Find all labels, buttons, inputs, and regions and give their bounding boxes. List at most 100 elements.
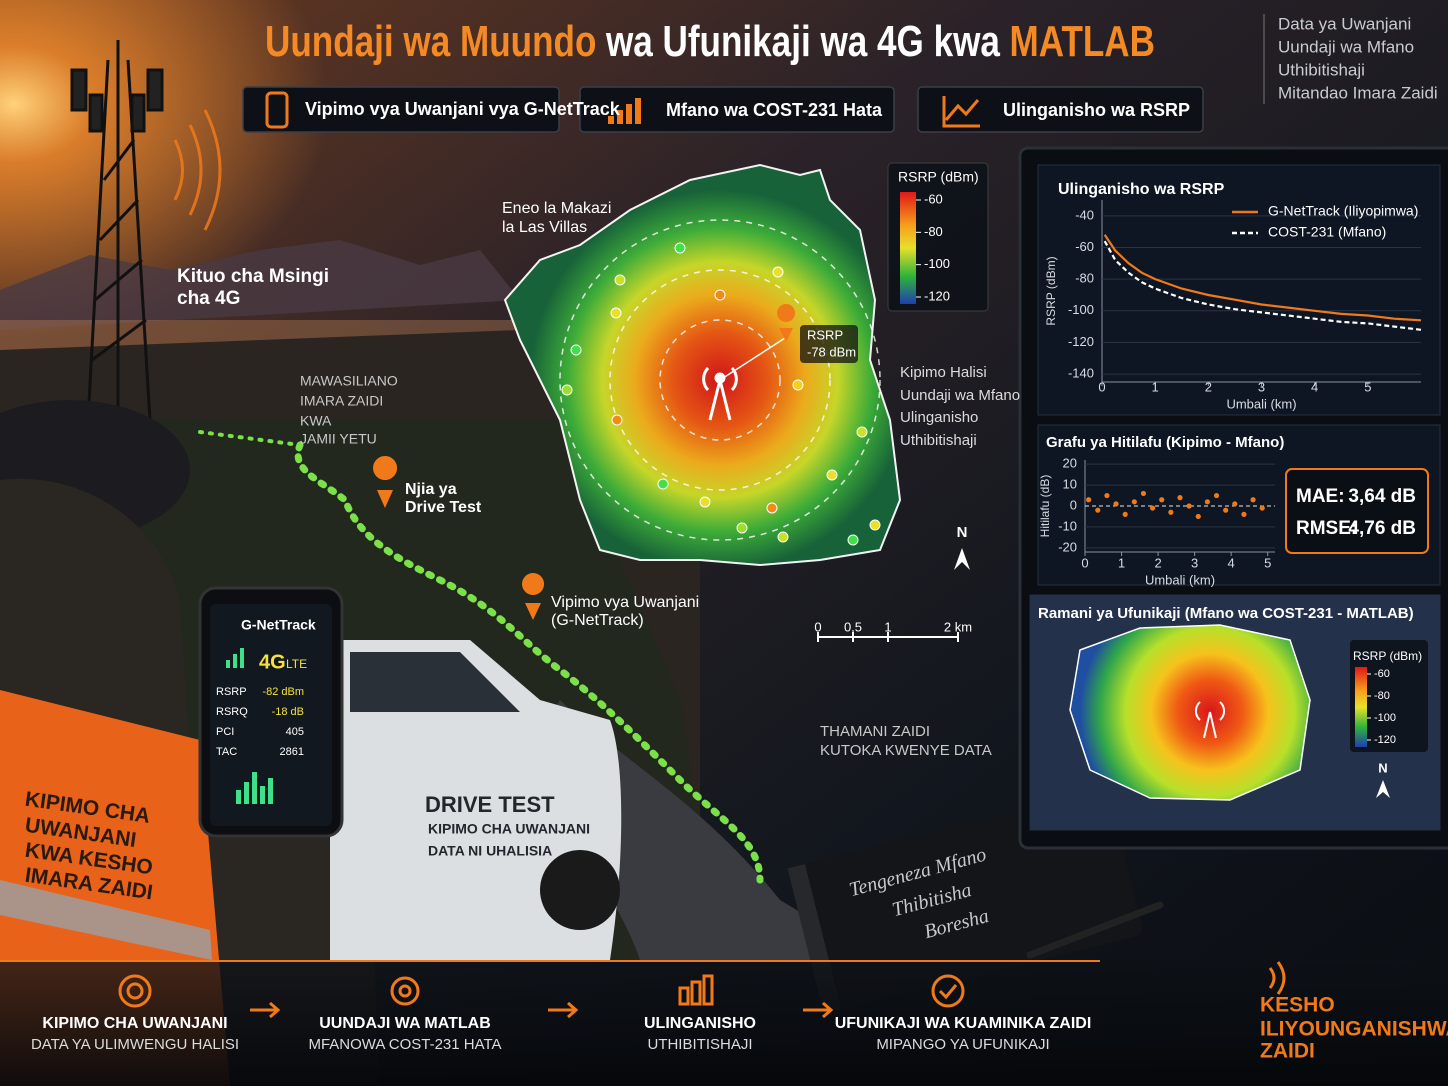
community-label: MAWASILIANO bbox=[300, 373, 398, 389]
tab-label: Ulinganisho wa RSRP bbox=[1003, 100, 1190, 120]
metric-value: 3,64 dB bbox=[1348, 486, 1416, 507]
map-dot bbox=[611, 414, 623, 426]
scatter-point bbox=[1113, 501, 1119, 507]
community-label: KWA bbox=[300, 413, 332, 429]
map-dot bbox=[657, 478, 669, 490]
scatter-point bbox=[1259, 505, 1265, 511]
map-step: Uundaji wa Mfano bbox=[900, 387, 1020, 404]
phone-network: 4G bbox=[259, 651, 286, 673]
map-dot bbox=[614, 274, 626, 286]
pin-label: RSRP bbox=[807, 327, 843, 342]
tab[interactable] bbox=[579, 86, 895, 133]
route-label: Njia ya bbox=[405, 481, 457, 498]
vest-stripe bbox=[0, 880, 212, 960]
title-part: MATLAB bbox=[1009, 17, 1155, 66]
map-dot bbox=[570, 344, 582, 356]
scatter-point bbox=[1159, 497, 1165, 503]
scatter-point bbox=[1195, 513, 1201, 520]
map-dot bbox=[674, 242, 686, 254]
step-title: KIPIMO CHA UWANJANI bbox=[42, 1015, 227, 1032]
step-subtitle: MIPANGO YA UFUNIKAJI bbox=[876, 1036, 1049, 1053]
x-tick-label: 5 bbox=[1364, 379, 1371, 394]
y-tick-label: -140 bbox=[1068, 366, 1094, 381]
menu-item: Data ya Uwanjani bbox=[1278, 14, 1411, 33]
coverage-title: Ramani ya Ufunikaji (Mfano wa COST-231 -… bbox=[1038, 605, 1414, 622]
scale-label: 0,5 bbox=[844, 619, 862, 634]
legend-label: COST-231 (Mfano) bbox=[1268, 224, 1386, 240]
legend-tick-label: -60 bbox=[1374, 668, 1390, 680]
step-title: UUNDAJI WA MATLAB bbox=[319, 1015, 491, 1032]
pin-line bbox=[719, 337, 786, 381]
y-tick-label: -40 bbox=[1075, 207, 1094, 222]
metric-name: RMSE: bbox=[1296, 518, 1357, 539]
x-tick-label: 3 bbox=[1258, 379, 1265, 394]
tagline: KESHO bbox=[1260, 994, 1335, 1017]
x-tick-label: 0 bbox=[1098, 379, 1105, 394]
workflow-icons bbox=[118, 961, 1286, 1019]
metrics-box bbox=[1285, 468, 1429, 554]
route-label: Drive Test bbox=[405, 499, 482, 516]
map-dot bbox=[736, 522, 748, 534]
car-text: KIPIMO CHA UWANJANI bbox=[428, 821, 590, 837]
x-tick-label: 4 bbox=[1311, 379, 1318, 394]
pen bbox=[1026, 901, 1164, 959]
menu-item: Uundaji wa Mfano bbox=[1278, 37, 1414, 56]
step-title: ULINGANISHO bbox=[644, 1015, 756, 1032]
phone-value: -18 dB bbox=[272, 706, 304, 718]
y-tick-label: -60 bbox=[1075, 239, 1094, 254]
field-label: (G-NetTrack) bbox=[551, 612, 644, 629]
y-tick-label: -80 bbox=[1075, 271, 1094, 286]
north-label: N bbox=[1378, 760, 1387, 775]
y-tick-label: -120 bbox=[1068, 334, 1094, 349]
coverage-heatmap bbox=[1069, 624, 1311, 801]
x-tick-label: 3 bbox=[1191, 555, 1198, 570]
tab[interactable] bbox=[242, 86, 560, 133]
tab-icon bbox=[942, 96, 980, 128]
y-tick-label: -100 bbox=[1068, 302, 1094, 317]
menu-item: Uthibitishaji bbox=[1278, 60, 1365, 79]
value-label: THAMANI ZAIDI bbox=[820, 723, 930, 740]
chart-title: Grafu ya Hitilafu (Kipimo - Mfano) bbox=[1046, 434, 1284, 451]
mountains bbox=[0, 240, 520, 330]
legend-tick-label: -80 bbox=[1374, 690, 1390, 702]
legend-title: RSRP (dBm) bbox=[1353, 649, 1422, 663]
scale-label: 1 bbox=[884, 619, 891, 634]
scatter-point bbox=[1204, 499, 1211, 505]
tab-label: Vipimo vya Uwanjani vya G-NetTrack bbox=[305, 99, 621, 119]
measurement-points bbox=[561, 242, 881, 546]
phone-value: 405 bbox=[286, 726, 304, 738]
phone-app: G-NetTrack bbox=[241, 617, 316, 633]
base-station-label: cha 4G bbox=[177, 288, 240, 309]
menu-item: Mitandao Imara Zaidi bbox=[1278, 83, 1438, 102]
map-step: Ulinganisho bbox=[900, 409, 978, 426]
map-dot bbox=[826, 469, 838, 481]
x-axis-label: Umbali (km) bbox=[1145, 572, 1215, 587]
line-series bbox=[1103, 234, 1422, 322]
tab[interactable] bbox=[917, 86, 1204, 133]
route bbox=[294, 441, 764, 884]
legend-tick-label: -100 bbox=[1374, 712, 1396, 724]
phone-tech: LTE bbox=[286, 657, 307, 671]
range-rings bbox=[559, 219, 881, 541]
antenna-icon bbox=[1194, 701, 1226, 739]
colorbar bbox=[900, 192, 916, 304]
map-dot bbox=[856, 426, 868, 438]
step-subtitle: UTHIBITISHAJI bbox=[647, 1036, 752, 1053]
map-dot bbox=[610, 307, 622, 319]
scatter-point bbox=[1149, 505, 1156, 511]
area-label: Eneo la Makazi bbox=[502, 200, 611, 217]
tab-icon bbox=[265, 91, 289, 129]
car-window bbox=[350, 652, 520, 712]
x-tick-label: 2 bbox=[1205, 379, 1212, 394]
community-label: IMARA ZAIDI bbox=[300, 393, 383, 409]
legend-label: G-NetTrack (Iliyopimwa) bbox=[1268, 203, 1418, 219]
y-tick-label: 10 bbox=[1063, 477, 1077, 492]
y-tick-label: 0 bbox=[1070, 497, 1077, 512]
phone-bars bbox=[236, 772, 273, 804]
y-tick-label: -10 bbox=[1058, 518, 1077, 533]
phone-value: 2861 bbox=[280, 746, 304, 758]
phone-signal bbox=[226, 648, 244, 668]
scatter-point bbox=[1250, 497, 1256, 503]
map-step: Uthibitishaji bbox=[900, 432, 977, 449]
